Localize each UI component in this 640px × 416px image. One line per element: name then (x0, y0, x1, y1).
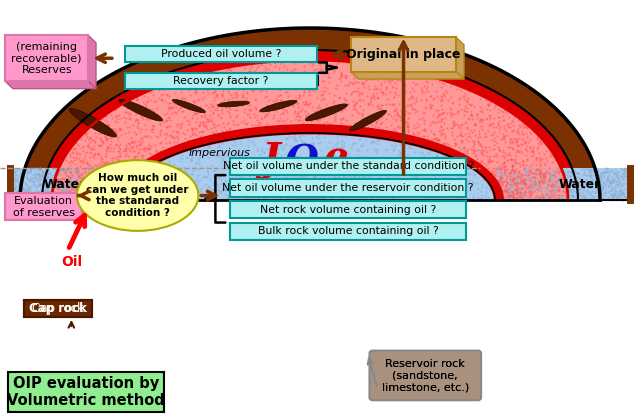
FancyBboxPatch shape (125, 46, 317, 62)
Polygon shape (495, 168, 630, 200)
Text: e: e (324, 140, 348, 178)
Ellipse shape (305, 104, 348, 121)
FancyBboxPatch shape (230, 158, 466, 175)
FancyBboxPatch shape (24, 300, 92, 317)
Ellipse shape (77, 160, 198, 231)
Polygon shape (351, 72, 464, 79)
Text: Original in place: Original in place (346, 48, 461, 61)
Text: Evaluation
of reserves: Evaluation of reserves (13, 196, 74, 218)
FancyBboxPatch shape (8, 372, 164, 412)
Polygon shape (88, 35, 96, 89)
Text: How much oil
can we get under
the standarad
condition ?: How much oil can we get under the standa… (86, 173, 189, 218)
Text: O: O (285, 144, 319, 182)
Polygon shape (5, 81, 96, 89)
Text: Reservoir rock
(sandstone,
limestone, etc.): Reservoir rock (sandstone, limestone, et… (381, 359, 469, 392)
FancyBboxPatch shape (5, 193, 82, 220)
Text: impervious: impervious (189, 148, 251, 158)
Polygon shape (456, 37, 464, 79)
Ellipse shape (218, 101, 250, 107)
Ellipse shape (260, 100, 297, 112)
Text: Reservoir rock
(sandstone,
limestone, etc.): Reservoir rock (sandstone, limestone, et… (381, 359, 469, 392)
FancyBboxPatch shape (5, 35, 88, 81)
FancyBboxPatch shape (230, 223, 466, 240)
Polygon shape (10, 168, 125, 200)
Polygon shape (42, 50, 578, 200)
Text: Net oil volume under the standard condition ?: Net oil volume under the standard condit… (223, 161, 474, 171)
FancyBboxPatch shape (369, 351, 481, 400)
Text: Bulk rock volume containing oil ?: Bulk rock volume containing oil ? (258, 226, 438, 236)
Text: J: J (261, 141, 279, 179)
Ellipse shape (172, 99, 205, 113)
Text: Recovery factor ?: Recovery factor ? (173, 76, 269, 86)
Text: Cap rock: Cap rock (29, 302, 87, 315)
Text: OIP evaluation by
Volumetric method: OIP evaluation by Volumetric method (7, 376, 165, 408)
FancyBboxPatch shape (24, 300, 92, 317)
Text: Net oil volume under the reservoir condition ?: Net oil volume under the reservoir condi… (223, 183, 474, 193)
Polygon shape (52, 60, 568, 200)
FancyBboxPatch shape (230, 179, 466, 197)
Ellipse shape (119, 99, 163, 121)
Text: Produced oil volume ?: Produced oil volume ? (161, 49, 281, 59)
Text: Net rock volume containing oil ?: Net rock volume containing oil ? (260, 205, 436, 215)
Polygon shape (116, 124, 504, 200)
FancyBboxPatch shape (372, 354, 478, 397)
FancyBboxPatch shape (230, 201, 466, 218)
Ellipse shape (69, 109, 116, 137)
Text: Water: Water (44, 178, 86, 191)
Ellipse shape (349, 110, 387, 131)
Text: Oil: Oil (61, 255, 83, 269)
Text: (remaining
recoverable)
Reserves: (remaining recoverable) Reserves (12, 42, 82, 75)
Text: Cap rock: Cap rock (32, 302, 84, 315)
Polygon shape (20, 28, 600, 200)
FancyBboxPatch shape (351, 37, 456, 72)
Text: Water: Water (559, 178, 601, 191)
FancyBboxPatch shape (125, 73, 317, 89)
Text: Oil: Oil (300, 75, 321, 89)
Polygon shape (125, 133, 495, 200)
